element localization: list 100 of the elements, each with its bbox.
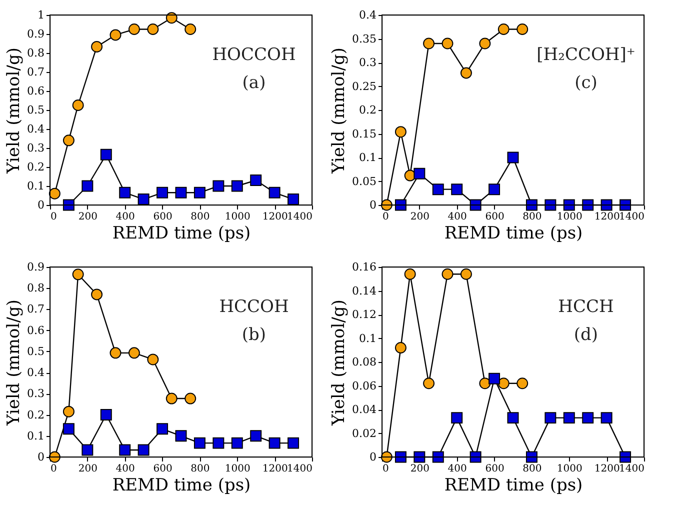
point [479,38,491,50]
x-tick-label: 1000 [224,464,250,474]
point [166,392,178,404]
x-tick-label: 0 [382,464,389,474]
point [394,342,406,354]
x-tick-label: 200 [78,212,98,222]
point [414,451,426,463]
x-tick-label: 400 [448,464,467,474]
x-tick-label: 1000 [556,464,582,474]
x-axis-title: REMD time (ps) [112,476,251,496]
point [184,24,196,35]
point [250,174,262,186]
y-tick-label: 0.3 [359,56,376,69]
x-tick-label: 1000 [556,212,582,222]
y-tick-label: 0.16 [352,260,376,274]
point [544,412,556,424]
point [119,186,131,198]
y-tick-label: 0 [370,450,376,464]
y-axis-title: Yield (mmol/g) [329,300,350,426]
y-tick-label: 1 [38,8,44,22]
x-tick-label: 800 [522,464,542,474]
y-tick-label: 0.9 [27,260,44,274]
point [250,430,262,442]
point [128,24,140,35]
point [72,268,84,280]
point [479,378,491,390]
y-tick-label: 0.2 [359,104,376,116]
x-axis-title: REMD time (ps) [444,476,583,496]
y-tick-label: 0.15 [352,127,376,140]
point [128,347,140,359]
point [62,134,74,146]
point [460,67,472,79]
x-tick-label: 600 [485,212,504,222]
y-tick-label: 0.08 [352,356,376,368]
point [147,24,159,35]
point [600,412,612,424]
point [175,430,187,442]
point [380,199,392,211]
annotation: (a) [242,73,266,93]
x-tick-label: 200 [78,464,98,474]
point [394,126,406,138]
y-tick-label: 0.35 [352,32,376,46]
point [563,199,575,211]
y-tick-label: 0.1 [359,151,376,164]
x-tick-label: 1400 [619,212,644,222]
point [423,378,435,390]
point [82,180,94,192]
y-tick-label: 0.02 [352,426,376,440]
point [488,372,500,384]
point [175,186,187,198]
y-tick-label: 0.25 [352,80,376,93]
point [194,437,206,449]
point [507,152,519,164]
annotation: (c) [574,73,598,93]
y-tick-label: 0.06 [352,379,376,392]
x-tick-label: 1000 [224,212,250,222]
x-tick-label: 1400 [619,464,644,474]
x-tick-label: 800 [522,212,542,222]
x-tick-label: 800 [190,464,210,474]
annotation: HOCCOH [212,45,296,65]
point [138,444,150,456]
point [212,437,224,449]
x-tick-label: 800 [190,212,210,222]
y-tick-label: 0.3 [27,142,44,154]
x-tick-label: 200 [410,464,430,474]
point [119,444,131,456]
point [100,409,112,421]
y-tick-label: 0.6 [27,84,44,98]
point [91,288,103,300]
x-tick-label: 600 [485,464,504,474]
y-tick-label: 0.2 [27,160,44,174]
x-tick-label: 200 [410,212,430,222]
y-tick-label: 0.14 [352,284,376,298]
point [442,268,454,280]
point [516,24,528,35]
point [488,184,500,196]
point [498,24,510,35]
point [498,378,510,390]
point [147,354,159,366]
point [404,268,416,280]
x-tick-label: 600 [153,212,172,222]
point [184,392,196,404]
x-axis-title: REMD time (ps) [444,224,583,244]
point [600,199,612,211]
point [156,423,168,435]
point [442,38,454,50]
annotation: (d) [574,325,598,345]
x-tick-label: 1200 [262,464,288,474]
point [48,451,60,463]
y-tick-label: 0.4 [359,8,376,22]
y-tick-label: 0.04 [352,403,376,416]
y-axis-title: Yield (mmol/g) [4,48,24,174]
point [110,29,122,41]
point [423,38,435,50]
y-tick-label: 0.1 [27,180,44,192]
annotation: [H₂CCOH]⁺ [536,45,636,65]
point [231,180,243,192]
point [48,188,60,200]
point [100,148,112,160]
point [156,186,168,198]
